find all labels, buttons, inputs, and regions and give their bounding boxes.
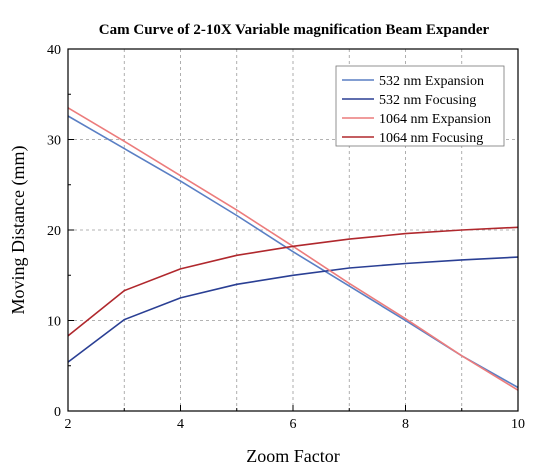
x-tick-label-6: 6 (290, 417, 297, 432)
legend-label-3: 1064 nm Focusing (379, 131, 483, 146)
axis-ticks: 2 4 6 8 10 0 10 20 30 40 (47, 43, 525, 432)
x-tick-label-4: 4 (177, 417, 184, 432)
series-line-532-nm-expansion (67, 115, 519, 389)
x-tick-label-10: 10 (511, 417, 525, 432)
y-tick-label-10: 10 (47, 315, 61, 330)
x-tick-label-8: 8 (402, 417, 409, 432)
series-line-1064-nm-focusing (67, 226, 519, 337)
series-line-532-nm-focusing (67, 256, 519, 363)
y-axis-label: Moving Distance (mm) (8, 146, 29, 315)
x-tick-label-2: 2 (65, 417, 72, 432)
legend-label-1: 532 nm Focusing (379, 93, 476, 108)
y-tick-label-40: 40 (47, 43, 61, 58)
legend: 532 nm Expansion 532 nm Focusing 1064 nm E… (335, 65, 505, 147)
y-tick-label-0: 0 (54, 405, 61, 420)
legend-label-2: 1064 nm Expansion (379, 112, 491, 127)
series-lines (67, 107, 519, 391)
y-tick-label-20: 20 (47, 224, 61, 239)
legend-label-0: 532 nm Expansion (379, 74, 484, 89)
x-axis-label: Zoom Factor (246, 446, 339, 466)
y-tick-label-30: 30 (47, 134, 61, 149)
chart-title: Cam Curve of 2-10X Variable magnificatio… (99, 22, 490, 38)
